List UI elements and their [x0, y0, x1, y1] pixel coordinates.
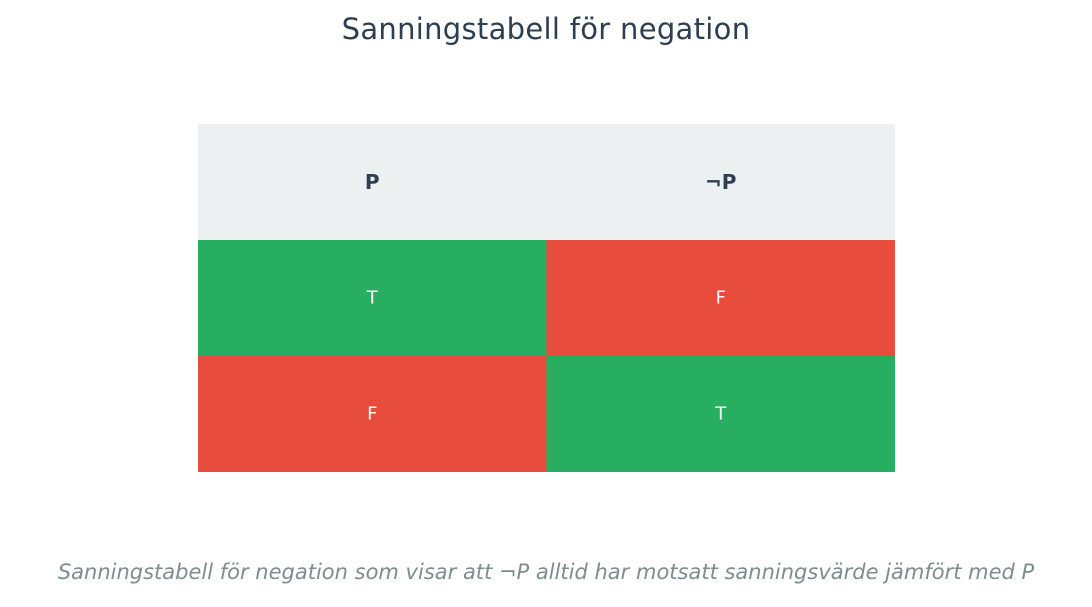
- table-cell: [198, 356, 547, 472]
- table-cell: [198, 240, 547, 356]
- cell-value: T: [714, 404, 727, 425]
- cell-value: F: [716, 288, 726, 309]
- header-label: P: [365, 170, 380, 194]
- header-cell: [198, 124, 547, 240]
- chart-title: Sanningstabell för negation: [341, 12, 751, 46]
- truth-table-cells: P ¬P T F F T: [198, 124, 895, 472]
- cell-value: F: [367, 404, 377, 425]
- table-cell: [546, 356, 895, 472]
- cell-value: T: [366, 288, 379, 309]
- table-cell: [546, 240, 895, 356]
- header-cell: [546, 124, 895, 240]
- table-caption: Sanningstabell för negation som visar at…: [57, 560, 1035, 584]
- header-label: ¬P: [705, 170, 736, 194]
